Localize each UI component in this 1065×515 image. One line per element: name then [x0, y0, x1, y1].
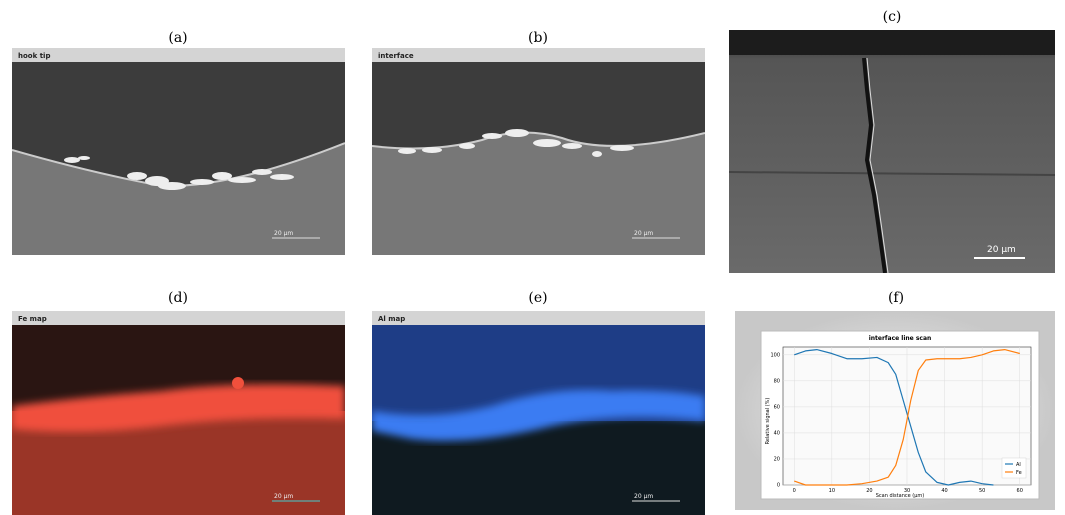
y-tick-label: 100 [770, 352, 780, 358]
x-tick-label: 40 [941, 488, 947, 494]
image-header: interface [378, 52, 414, 60]
panel-label: (c) [862, 9, 922, 25]
panel-label: (d) [148, 290, 208, 306]
y-axis-label: Relative signal (%) [765, 398, 771, 445]
y-tick-label: 80 [774, 378, 780, 384]
image-header: Fe map [18, 315, 47, 323]
chart-title: interface line scan [869, 335, 932, 342]
line-chart: interface line scan Scan distance (µm) R… [735, 311, 1055, 510]
x-tick-label: 50 [979, 488, 985, 494]
panel-label: (f) [866, 290, 926, 306]
scale-bar-label: 20 µm [274, 493, 293, 500]
x-tick-label: 0 [793, 488, 796, 494]
scale-bar-label: 20 µm [634, 230, 653, 237]
sem-image: hook tip 20 µm [12, 48, 345, 255]
sem-image: 20 µm [729, 30, 1055, 273]
eds-map: Al map 20 µm [372, 311, 705, 515]
panel-label: (e) [508, 290, 568, 306]
image-header: Al map [378, 315, 405, 323]
figure-page: (a) (b) (c) (d) (e) (f) hook tip 20 µm i… [0, 0, 1065, 515]
scale-bar-label: 20 µm [274, 230, 293, 237]
scale-bar-label: 20 µm [634, 493, 653, 500]
x-tick-label: 10 [829, 488, 835, 494]
eds-map: Fe map 20 µm [12, 311, 345, 515]
x-tick-label: 20 [866, 488, 872, 494]
y-tick-label: 40 [774, 430, 780, 436]
y-tick-label: 0 [777, 483, 780, 489]
y-tick-label: 60 [774, 404, 780, 410]
legend-label: Al [1016, 462, 1021, 468]
legend-label: Fe [1016, 470, 1022, 476]
x-tick-label: 60 [1017, 488, 1023, 494]
x-tick-label: 30 [904, 488, 910, 494]
x-axis-label: Scan distance (µm) [876, 493, 925, 499]
panel-label: (b) [508, 30, 568, 46]
sem-image: interface 20 µm [372, 48, 705, 255]
scale-bar-label: 20 µm [987, 245, 1016, 255]
y-tick-label: 20 [774, 456, 780, 462]
panel-label: (a) [148, 30, 208, 46]
legend-box [1002, 458, 1026, 478]
image-header: hook tip [18, 52, 50, 60]
